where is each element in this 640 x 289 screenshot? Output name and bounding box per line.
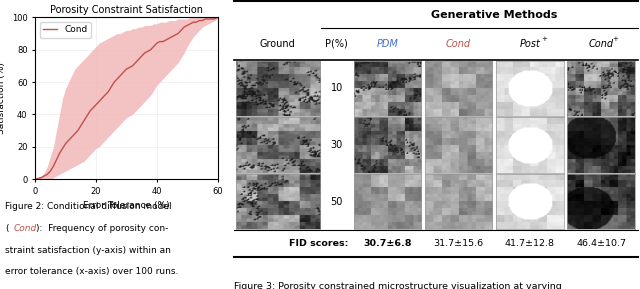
Text: 46.4±10.7: 46.4±10.7 [576,239,626,248]
Text: Figure 3: Porosity constrained microstructure visualization at varying: Figure 3: Porosity constrained microstru… [234,282,561,289]
Text: Ground: Ground [260,39,296,49]
Title: Porosity Constraint Satisfaction: Porosity Constraint Satisfaction [50,5,203,15]
Text: Post: Post [520,39,540,49]
Text: 31.7±15.6: 31.7±15.6 [433,239,484,248]
Text: (: ( [5,224,8,233]
Text: 30: 30 [330,140,343,150]
Text: 41.7±12.8: 41.7±12.8 [505,239,555,248]
Text: 30.7±6.8: 30.7±6.8 [363,239,412,248]
Y-axis label: Satisfaction (%): Satisfaction (%) [0,62,6,134]
Text: Cond: Cond [13,224,36,233]
Text: 50: 50 [330,197,343,207]
Text: FID scores:: FID scores: [289,239,349,248]
Text: straint satisfaction (y-axis) within an: straint satisfaction (y-axis) within an [5,246,171,255]
Text: ):  Frequency of porosity con-: ): Frequency of porosity con- [36,224,168,233]
Text: 10: 10 [330,83,343,93]
Text: PDM: PDM [376,39,398,49]
X-axis label: Error Tolerance (%): Error Tolerance (%) [83,201,170,210]
Text: Figure 2: Conditional diffusion model: Figure 2: Conditional diffusion model [5,202,172,211]
Text: Generative Methods: Generative Methods [431,10,557,20]
Text: +: + [612,36,618,42]
Legend: Cond: Cond [40,22,91,38]
Text: Cond: Cond [446,39,471,49]
Text: P(%): P(%) [325,39,348,49]
Text: error tolerance (x-axis) over 100 runs.: error tolerance (x-axis) over 100 runs. [5,267,179,276]
Text: Cond: Cond [589,39,614,49]
Text: +: + [541,36,547,42]
